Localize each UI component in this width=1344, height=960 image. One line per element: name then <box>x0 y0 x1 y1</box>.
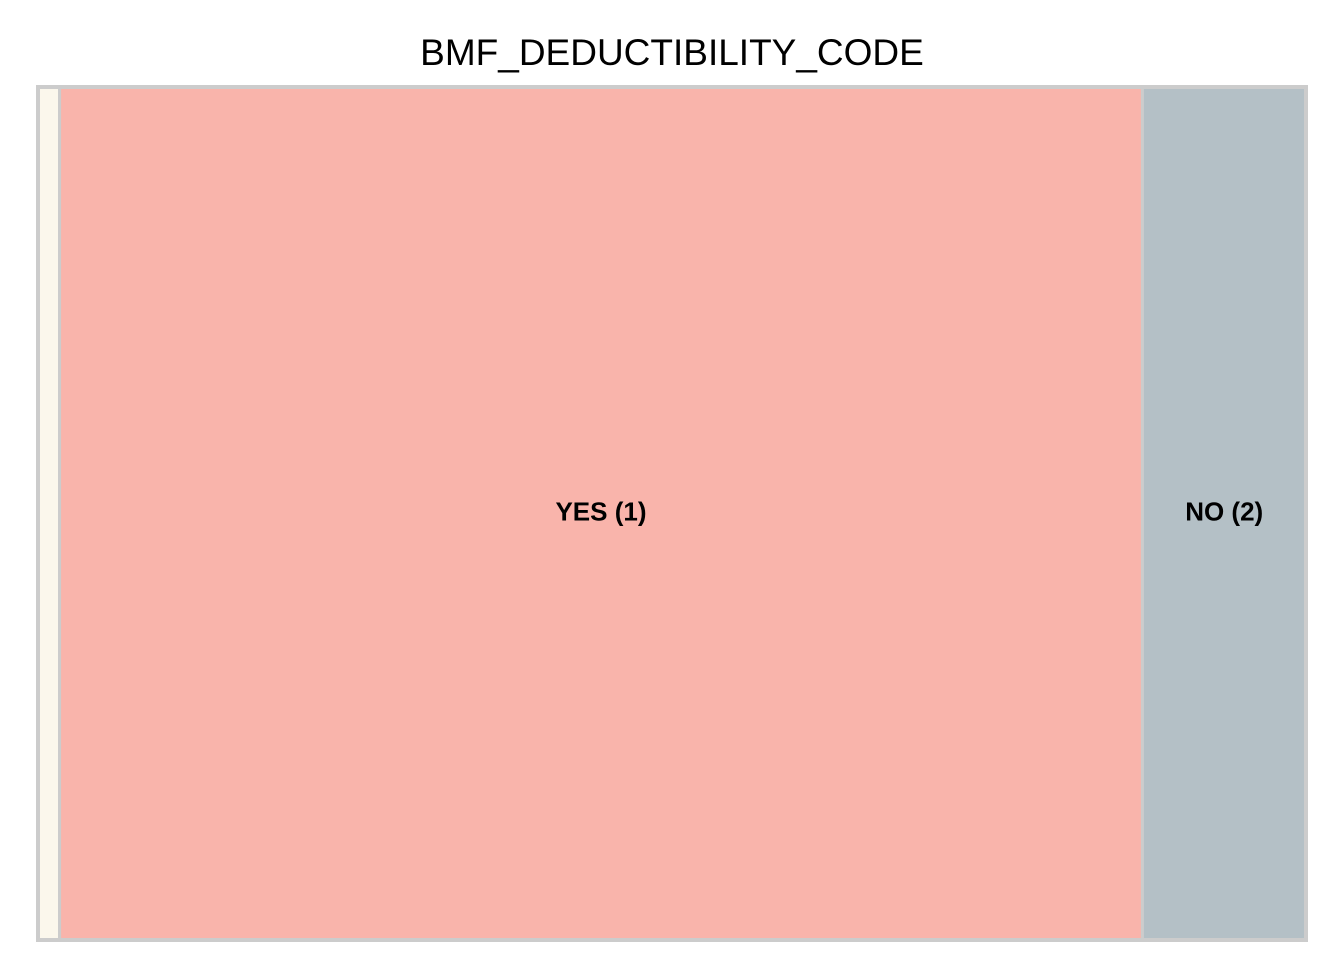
plot-border <box>36 85 1308 942</box>
treemap-tile <box>36 85 62 942</box>
treemap-tile <box>58 85 1144 942</box>
tile-label: NO (2) <box>1185 496 1263 526</box>
tile-label: YES (1) <box>555 496 646 526</box>
chart-title: BMF_DEDUCTIBILITY_CODE <box>420 32 924 73</box>
